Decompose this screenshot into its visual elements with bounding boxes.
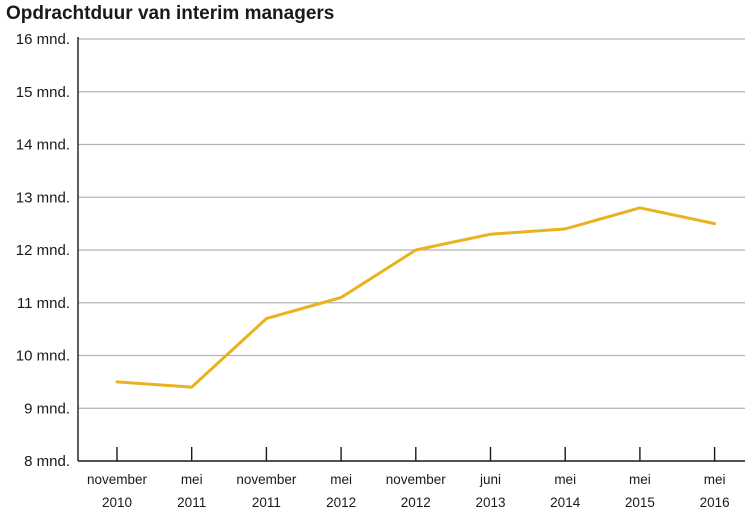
x-tick-label: 2010: [102, 495, 132, 510]
x-tick-label: mei: [704, 472, 726, 487]
y-tick-label: 14 mnd.: [16, 137, 70, 154]
data-point: [190, 385, 193, 389]
x-tick-label: 2015: [625, 495, 655, 510]
x-tick-label: 2016: [700, 495, 730, 510]
y-tick-label: 15 mnd.: [16, 84, 70, 101]
x-tick-label: november: [386, 472, 447, 487]
chart-title: Opdrachtduur van interim managers: [6, 3, 335, 24]
x-tick-label: 2012: [401, 495, 431, 510]
x-tick-label: 2013: [475, 495, 505, 510]
x-tick-label: mei: [554, 472, 576, 487]
x-tick-label: mei: [629, 472, 651, 487]
x-tick-label: mei: [330, 472, 352, 487]
y-axis-tick-labels: 8 mnd. 9 mnd. 10 mnd. 11 mnd. 12 mnd. 13 mnd.…: [16, 31, 70, 470]
y-tick-label: 16 mnd.: [16, 31, 70, 48]
data-point: [713, 222, 716, 225]
data-point: [115, 380, 119, 384]
x-tick-label: 2011: [177, 495, 206, 510]
data-point: [339, 296, 343, 299]
axes: [77, 37, 745, 462]
x-tick-label: november: [236, 472, 297, 487]
y-tick-label: 13 mnd.: [16, 189, 70, 206]
y-tick-label: 10 mnd.: [16, 348, 70, 365]
data-point: [414, 248, 417, 252]
series-line-0: [115, 206, 717, 389]
data-point: [638, 206, 642, 209]
data-point: [564, 227, 567, 231]
x-tick-label: 2012: [326, 495, 356, 510]
y-tick-label: 9 mnd.: [24, 400, 70, 417]
x-tick-label: november: [87, 472, 148, 487]
x-tick-label: 2014: [550, 495, 581, 510]
data-point: [265, 317, 268, 320]
gridlines: [78, 38, 745, 409]
x-tick-label: 2011: [252, 495, 281, 510]
series-layer: [115, 206, 717, 389]
y-tick-label: 8 mnd.: [24, 453, 70, 470]
x-axis-tick-labels: november 2010 mei 2011 november 2011 mei 2012 no…: [87, 472, 730, 510]
x-tick-label: mei: [181, 472, 203, 487]
y-tick-label: 12 mnd.: [16, 242, 70, 259]
data-point: [489, 232, 492, 236]
y-tick-label: 11 mnd.: [17, 295, 70, 312]
x-tick-label: juni: [479, 472, 501, 487]
